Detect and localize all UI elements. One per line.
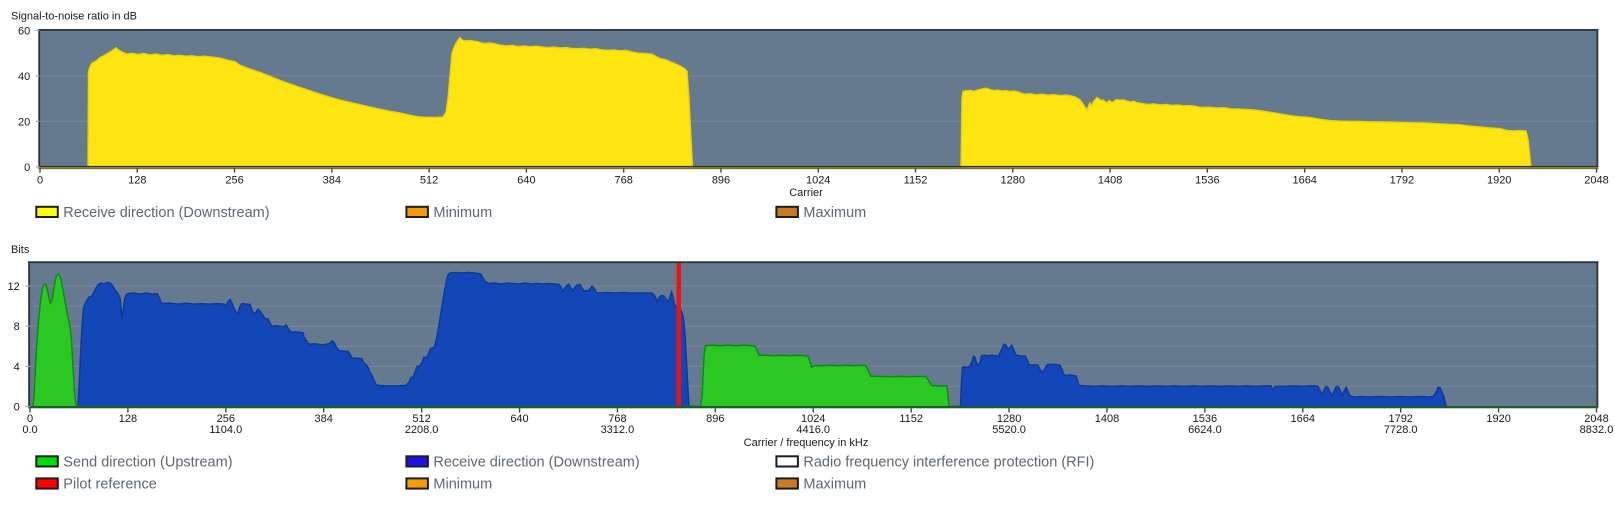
svg-text:7728.0: 7728.0 bbox=[1384, 424, 1418, 436]
svg-text:0: 0 bbox=[24, 162, 30, 174]
svg-text:1152: 1152 bbox=[899, 413, 923, 425]
svg-text:0: 0 bbox=[37, 174, 43, 186]
svg-text:6624.0: 6624.0 bbox=[1188, 424, 1222, 436]
svg-text:5520.0: 5520.0 bbox=[992, 424, 1026, 436]
svg-text:640: 640 bbox=[510, 413, 528, 425]
svg-text:1104.0: 1104.0 bbox=[209, 424, 242, 436]
svg-text:256: 256 bbox=[217, 413, 235, 425]
svg-text:4416.0: 4416.0 bbox=[796, 424, 830, 436]
svg-text:12: 12 bbox=[8, 281, 20, 293]
svg-text:1408: 1408 bbox=[1098, 174, 1122, 186]
svg-text:1024: 1024 bbox=[801, 413, 825, 425]
svg-text:1920: 1920 bbox=[1487, 174, 1511, 186]
svg-text:1536: 1536 bbox=[1193, 413, 1217, 425]
svg-text:1280: 1280 bbox=[997, 413, 1021, 425]
svg-text:Maximum: Maximum bbox=[803, 477, 866, 493]
svg-text:1664: 1664 bbox=[1291, 413, 1315, 425]
svg-text:Receive direction (Downstream): Receive direction (Downstream) bbox=[63, 205, 269, 221]
svg-text:896: 896 bbox=[706, 413, 724, 425]
svg-text:2208.0: 2208.0 bbox=[405, 424, 439, 436]
svg-text:768: 768 bbox=[615, 174, 633, 186]
svg-text:1152: 1152 bbox=[904, 174, 928, 186]
svg-text:8: 8 bbox=[14, 321, 20, 333]
svg-text:Minimum: Minimum bbox=[433, 205, 492, 221]
svg-text:384: 384 bbox=[323, 174, 341, 186]
svg-text:768: 768 bbox=[608, 413, 626, 425]
svg-text:0.0: 0.0 bbox=[22, 424, 37, 436]
svg-text:0: 0 bbox=[14, 402, 20, 414]
svg-text:896: 896 bbox=[712, 174, 730, 186]
svg-text:Carrier: Carrier bbox=[789, 187, 823, 199]
svg-text:128: 128 bbox=[128, 174, 146, 186]
svg-text:Carrier / frequency in kHz: Carrier / frequency in kHz bbox=[744, 437, 869, 449]
svg-text:3312.0: 3312.0 bbox=[601, 424, 635, 436]
svg-text:1664: 1664 bbox=[1292, 174, 1316, 186]
svg-text:0: 0 bbox=[27, 413, 33, 425]
svg-text:Signal-to-noise ratio in dB: Signal-to-noise ratio in dB bbox=[11, 11, 137, 23]
svg-text:1792: 1792 bbox=[1390, 174, 1414, 186]
svg-text:Bits: Bits bbox=[11, 244, 30, 256]
svg-text:Receive direction (Downstream): Receive direction (Downstream) bbox=[433, 455, 639, 471]
svg-text:4: 4 bbox=[14, 361, 20, 373]
svg-text:Radio frequency interference p: Radio frequency interference protection … bbox=[803, 455, 1094, 471]
svg-text:1536: 1536 bbox=[1195, 174, 1219, 186]
svg-text:8832.0: 8832.0 bbox=[1580, 424, 1614, 436]
svg-text:1920: 1920 bbox=[1486, 413, 1510, 425]
svg-text:2048: 2048 bbox=[1584, 413, 1608, 425]
svg-text:60: 60 bbox=[18, 25, 30, 37]
svg-text:1280: 1280 bbox=[1001, 174, 1025, 186]
svg-text:Pilot reference: Pilot reference bbox=[63, 477, 157, 493]
svg-text:2048: 2048 bbox=[1584, 174, 1608, 186]
svg-text:512: 512 bbox=[412, 413, 430, 425]
svg-text:Maximum: Maximum bbox=[803, 205, 866, 221]
svg-text:Send direction (Upstream): Send direction (Upstream) bbox=[63, 455, 232, 471]
svg-text:640: 640 bbox=[517, 174, 535, 186]
svg-text:40: 40 bbox=[18, 71, 30, 83]
svg-text:128: 128 bbox=[119, 413, 137, 425]
svg-text:512: 512 bbox=[420, 174, 438, 186]
svg-text:256: 256 bbox=[225, 174, 243, 186]
svg-text:384: 384 bbox=[315, 413, 333, 425]
svg-text:1024: 1024 bbox=[806, 174, 830, 186]
svg-text:1792: 1792 bbox=[1388, 413, 1412, 425]
svg-text:20: 20 bbox=[18, 116, 30, 128]
svg-text:Minimum: Minimum bbox=[433, 477, 492, 493]
svg-text:1408: 1408 bbox=[1095, 413, 1119, 425]
